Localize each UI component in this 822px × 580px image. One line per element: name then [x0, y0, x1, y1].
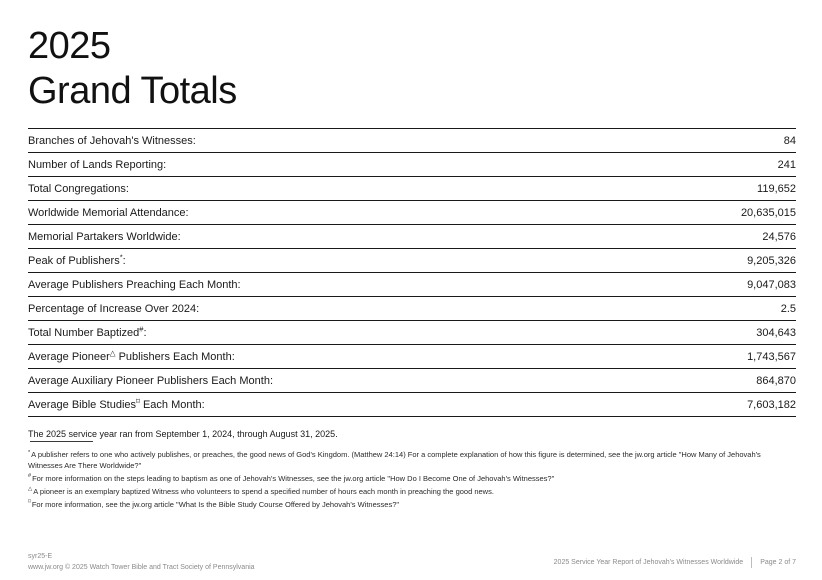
row-value: 9,047,083: [747, 278, 796, 291]
link-underline: [30, 441, 93, 442]
row-label: Percentage of Increase Over 2024:: [28, 302, 200, 315]
row-value: 2.5: [780, 302, 796, 315]
row-label: Peak of Publishers*:: [28, 251, 126, 267]
row-value: 9,205,326: [747, 254, 796, 267]
service-year-link[interactable]: The 2025 service year: [28, 429, 118, 439]
table-row-lands: Number of Lands Reporting: 241: [28, 153, 796, 177]
row-label: Worldwide Memorial Attendance:: [28, 206, 189, 219]
service-year-rest: ran from September 1, 2024, through Augu…: [117, 429, 338, 439]
table-row-congregations: Total Congregations: 119,652: [28, 177, 796, 201]
page-number: Page 2 of 7: [760, 559, 796, 566]
grand-totals-table: Branches of Jehovah's Witnesses: 84 Numb…: [28, 128, 796, 417]
table-row-peak-publishers: Peak of Publishers*: 9,205,326: [28, 249, 796, 273]
footer-divider: [751, 557, 753, 568]
footer-left: syr25-E www.jw.org © 2025 Watch Tower Bi…: [28, 551, 255, 573]
service-year-note: The 2025 service year ran from September…: [28, 429, 796, 442]
row-label: Branches of Jehovah's Witnesses:: [28, 134, 196, 147]
row-label: Total Number Baptized#:: [28, 323, 147, 339]
table-row-average-publishers: Average Publishers Preaching Each Month:…: [28, 273, 796, 297]
footnote-pioneer: △A pioneer is an exemplary baptized Witn…: [28, 486, 494, 496]
table-row-baptized: Total Number Baptized#: 304,643: [28, 321, 796, 345]
hash-marker: #: [28, 473, 32, 479]
document-code: syr25-E: [28, 553, 53, 560]
footnote-marker-hash: #: [139, 323, 144, 333]
row-value: 119,652: [757, 182, 796, 195]
row-label: Average Pioneer△ Publishers Each Month:: [28, 347, 235, 363]
row-label: Memorial Partakers Worldwide:: [28, 230, 181, 243]
row-label: Number of Lands Reporting:: [28, 158, 167, 171]
table-row-percentage-increase: Percentage of Increase Over 2024: 2.5: [28, 297, 796, 321]
footnote-baptism: #For more information on the steps leadi…: [28, 473, 555, 483]
square-marker: ⌑: [28, 499, 31, 505]
asterisk-marker: *: [28, 449, 31, 456]
row-label: Average Bible Studies⌑ Each Month:: [28, 395, 205, 411]
row-value: 20,635,015: [740, 206, 796, 219]
footer-right: 2025 Service Year Report of Jehovah's Wi…: [554, 557, 796, 568]
footnote-marker-triangle: △: [109, 347, 116, 357]
page-content: 2025 Grand Totals Branches of Jehovah's …: [28, 24, 796, 513]
footnotes: *A publisher refers to one who actively …: [28, 450, 796, 510]
table-row-bible-studies: Average Bible Studies⌑ Each Month: 7,603…: [28, 393, 796, 417]
title-subtitle: Grand Totals: [28, 70, 237, 112]
copyright-line: www.jw.org © 2025 Watch Tower Bible and …: [28, 564, 255, 571]
footnote-marker-asterisk: *: [119, 251, 123, 261]
table-row-memorial-attendance: Worldwide Memorial Attendance: 20,635,01…: [28, 201, 796, 225]
report-title: 2025 Service Year Report of Jehovah's Wi…: [553, 559, 744, 566]
row-label: Average Publishers Preaching Each Month:: [28, 278, 241, 291]
footnote-bible-study: ⌑For more information, see the jw.org ar…: [28, 499, 400, 509]
row-value: 241: [777, 158, 796, 171]
row-label: Average Auxiliary Pioneer Publishers Eac…: [28, 374, 273, 387]
table-row-auxiliary-pioneer: Average Auxiliary Pioneer Publishers Eac…: [28, 369, 796, 393]
footnote-marker-square: ⌑: [136, 395, 140, 405]
row-label: Total Congregations:: [28, 182, 129, 195]
row-value: 1,743,567: [747, 350, 796, 363]
table-row-pioneer-publishers: Average Pioneer△ Publishers Each Month: …: [28, 345, 796, 369]
row-value: 304,643: [756, 326, 796, 339]
row-value: 7,603,182: [747, 398, 796, 411]
page-title: 2025 Grand Totals: [28, 24, 796, 114]
row-value: 24,576: [762, 230, 796, 243]
table-row-branches: Branches of Jehovah's Witnesses: 84: [28, 129, 796, 153]
row-value: 864,870: [756, 374, 796, 387]
row-value: 84: [783, 134, 796, 147]
footnote-publisher: *A publisher refers to one who actively …: [28, 449, 761, 470]
triangle-marker: △: [28, 486, 33, 492]
table-row-memorial-partakers: Memorial Partakers Worldwide: 24,576: [28, 225, 796, 249]
title-year: 2025: [28, 25, 111, 67]
